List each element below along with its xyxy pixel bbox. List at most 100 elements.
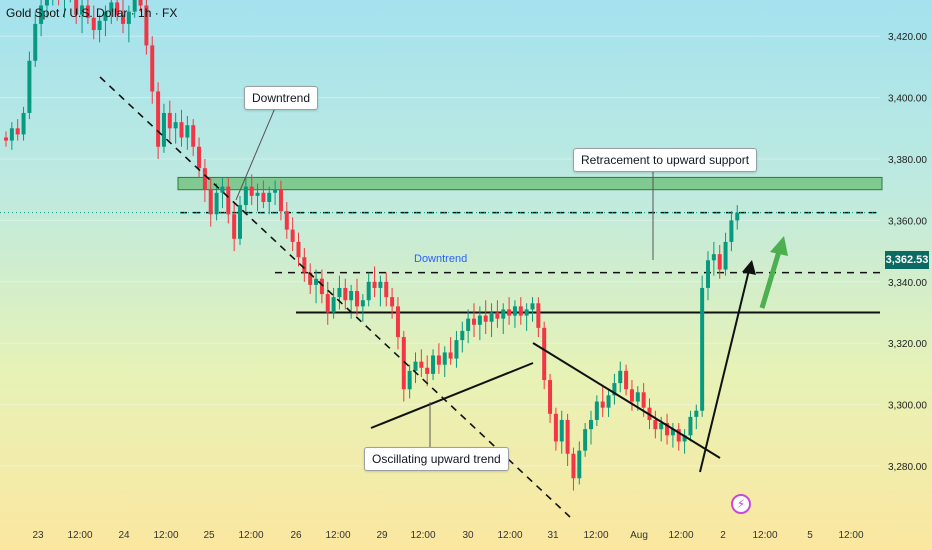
- x-tick-label: 5: [807, 530, 813, 541]
- candle: [665, 413, 670, 445]
- candle: [565, 413, 570, 466]
- candle: [530, 297, 535, 322]
- candle-body: [290, 229, 295, 242]
- candle-body: [431, 355, 436, 374]
- candle-body: [109, 2, 114, 12]
- candle: [425, 355, 430, 387]
- candle-body: [717, 254, 722, 270]
- candle: [688, 410, 693, 442]
- candle: [507, 297, 512, 325]
- inline-downtrend-label: Downtrend: [414, 253, 468, 265]
- candle: [600, 386, 605, 417]
- candle-body: [477, 315, 482, 325]
- x-tick-label: 31: [547, 530, 559, 541]
- candle: [717, 244, 722, 279]
- x-tick-label: 12:00: [67, 530, 92, 541]
- candle: [302, 248, 307, 282]
- x-tick-label: 26: [290, 530, 302, 541]
- candle: [156, 82, 161, 159]
- candle-body: [284, 211, 289, 230]
- candle: [407, 364, 412, 399]
- x-tick-label: 12:00: [838, 530, 863, 541]
- candle-body: [501, 309, 506, 319]
- candle-body: [635, 392, 640, 402]
- candle-body: [512, 306, 517, 316]
- candle: [97, 14, 102, 43]
- candle: [676, 423, 681, 451]
- y-tick-label: 3,380.00: [888, 155, 927, 166]
- retracement-callout[interactable]: Retracement to upward support: [573, 148, 758, 172]
- candle-body: [91, 17, 96, 31]
- candle: [384, 272, 389, 307]
- candle-body: [360, 300, 365, 307]
- candle: [15, 119, 20, 141]
- candle: [103, 5, 108, 37]
- candle: [27, 51, 32, 120]
- candle-body: [448, 352, 453, 359]
- x-axis[interactable]: 23 12:00 24 12:00 25 12:00 26 12:00 29 12:00 30 12:…: [32, 530, 864, 541]
- candle-body: [600, 401, 605, 408]
- candle-body: [723, 241, 728, 270]
- candle-body: [115, 2, 120, 15]
- candle-body: [706, 260, 710, 288]
- candle: [238, 195, 242, 245]
- candle-body: [325, 294, 330, 313]
- candle: [495, 300, 500, 328]
- candle: [173, 112, 178, 144]
- candle: [115, 0, 120, 21]
- x-tick-label: 23: [32, 530, 44, 541]
- candle-body: [278, 189, 283, 212]
- candle-body: [4, 137, 8, 141]
- candle-body: [682, 435, 687, 442]
- candle: [431, 349, 436, 381]
- candles: [4, 0, 740, 491]
- candle: [4, 131, 8, 147]
- candle-body: [27, 60, 32, 113]
- candle-body: [343, 287, 348, 301]
- candle-body: [314, 278, 319, 285]
- y-axis[interactable]: 3,280.00 3,300.00 3,320.00 3,340.00 3,360.00…: [888, 0, 927, 473]
- downtrend-callout[interactable]: Downtrend: [244, 86, 319, 110]
- lightning-bolt-icon[interactable]: ⚡: [731, 494, 751, 514]
- candle-body: [542, 327, 547, 381]
- y-tick-label: 3,280.00: [888, 462, 927, 473]
- candle: [472, 303, 476, 338]
- oscillating-callout[interactable]: Oscillating upward trend: [364, 447, 509, 471]
- candle-body: [121, 14, 125, 24]
- candle-body: [85, 5, 90, 18]
- candle: [460, 321, 465, 353]
- candle-body: [226, 186, 231, 215]
- candle-body: [249, 186, 254, 196]
- candle-body: [197, 146, 202, 169]
- candle: [589, 410, 593, 445]
- candle-body: [589, 419, 593, 430]
- candle-body: [624, 370, 629, 390]
- candle: [69, 0, 71, 3]
- candle: [9, 122, 14, 150]
- candle: [109, 0, 114, 24]
- candle-body: [524, 309, 529, 316]
- candle: [308, 263, 313, 295]
- candle: [571, 447, 576, 491]
- candle: [542, 321, 547, 390]
- candle-body: [518, 306, 523, 316]
- candle-body: [460, 330, 465, 341]
- candle: [670, 423, 675, 448]
- candle-body: [202, 168, 207, 190]
- candle: [548, 373, 553, 424]
- candle: [191, 119, 196, 156]
- candle: [553, 407, 558, 451]
- candle-body: [126, 11, 131, 24]
- oscillating-trendline: [370, 362, 534, 429]
- candle-body: [9, 128, 14, 141]
- candle: [202, 159, 207, 202]
- candle-body: [612, 383, 617, 396]
- y-tick-label: 3,420.00: [888, 32, 927, 43]
- candle: [366, 272, 371, 307]
- candle: [337, 275, 342, 310]
- candle: [167, 100, 172, 141]
- candle-body: [413, 361, 418, 371]
- candle: [278, 180, 283, 221]
- resistance-zone: [177, 176, 883, 191]
